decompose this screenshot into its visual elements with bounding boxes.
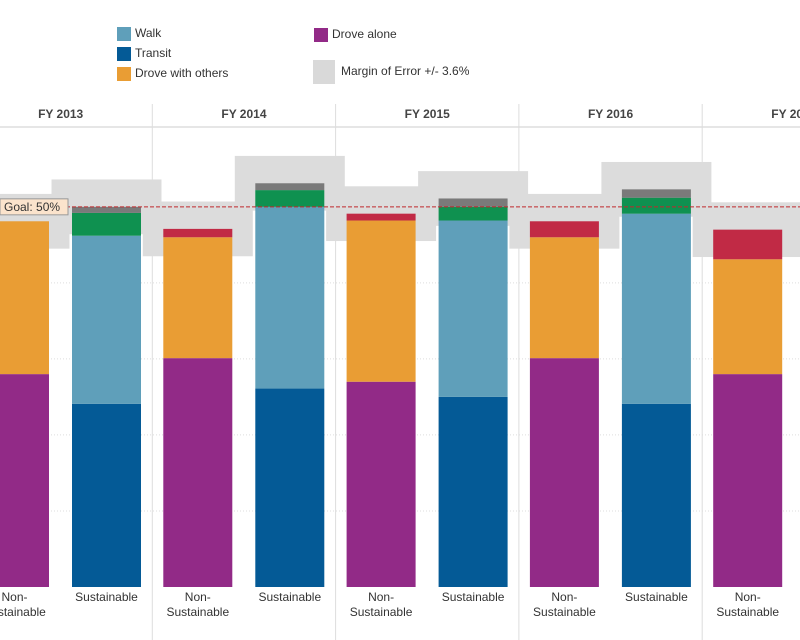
x-tick-label: Sustainable xyxy=(442,590,505,604)
panel-header: FY 2017 xyxy=(771,107,800,121)
x-tick-label-line: Non- xyxy=(735,590,761,604)
bar-segment xyxy=(346,381,416,587)
bar-segment xyxy=(72,403,141,587)
bar-segment xyxy=(163,237,233,359)
goal-label-box xyxy=(0,198,69,216)
x-tick-label: Non-Sustainable xyxy=(716,590,779,619)
legend-label: Margin of Error +/- 3.6% xyxy=(341,64,470,78)
legend-label: Transit xyxy=(135,46,172,60)
legend-label: Drove with others xyxy=(135,66,228,80)
x-tick-label-line: Sustainable xyxy=(0,605,46,619)
bar-segment xyxy=(621,213,691,404)
x-tick-label: Sustainable xyxy=(625,590,688,604)
bar-segment xyxy=(0,221,49,375)
legend-swatch xyxy=(313,60,335,84)
bar-segment xyxy=(438,396,508,587)
bar-segment xyxy=(621,197,691,214)
bar-segment xyxy=(72,212,141,236)
panel-header: FY 2014 xyxy=(221,107,266,121)
bar-segment xyxy=(163,358,233,587)
x-tick-label: Non-Sustainable xyxy=(0,590,46,619)
bar-segment xyxy=(72,206,141,213)
bar-segment xyxy=(438,198,508,207)
bar-segment xyxy=(438,220,508,397)
bar-segment xyxy=(529,221,599,238)
bar-segment xyxy=(346,213,416,221)
bar-segment xyxy=(713,259,783,375)
x-tick-label-line: Non- xyxy=(368,590,394,604)
legend-swatch xyxy=(117,67,131,81)
x-tick-label-line: Sustainable xyxy=(258,590,321,604)
panel-header: FY 2013 xyxy=(38,107,83,121)
bar-segment xyxy=(621,403,691,587)
goal-label: Goal: 50% xyxy=(4,200,60,214)
bar-segment xyxy=(255,183,325,191)
bar-segment xyxy=(255,190,325,207)
x-tick-label-line: Sustainable xyxy=(442,590,505,604)
x-tick-label-line: Non- xyxy=(1,590,27,604)
bar-segment xyxy=(529,358,599,587)
panel-header: FY 2016 xyxy=(588,107,633,121)
legend-label: Drove alone xyxy=(332,27,397,41)
legend-swatch xyxy=(117,47,131,61)
x-tick-label-line: Sustainable xyxy=(75,590,138,604)
legend-swatch xyxy=(314,28,328,42)
bar-segment xyxy=(529,237,599,359)
x-tick-label-line: Non- xyxy=(551,590,577,604)
bar-segment xyxy=(346,220,416,382)
legend-label: Walk xyxy=(135,26,162,40)
x-tick-label: Non-Sustainable xyxy=(533,590,596,619)
bar-segment xyxy=(621,189,691,198)
x-tick-label-line: Sustainable xyxy=(533,605,596,619)
bar-segment xyxy=(713,374,783,587)
bar-segment xyxy=(255,388,325,587)
x-tick-label-line: Sustainable xyxy=(350,605,413,619)
x-tick-label-line: Sustainable xyxy=(716,605,779,619)
x-tick-label-line: Non- xyxy=(185,590,211,604)
bar-segment xyxy=(255,206,325,389)
bar-segment xyxy=(0,374,49,587)
x-tick-label: Sustainable xyxy=(258,590,321,604)
x-tick-label: Sustainable xyxy=(75,590,138,604)
bar-segment xyxy=(713,229,783,260)
x-tick-label: Non-Sustainable xyxy=(166,590,229,619)
legend-swatch xyxy=(117,27,131,41)
x-tick-label: Non-Sustainable xyxy=(350,590,413,619)
bar-segment xyxy=(438,206,508,221)
x-tick-label-line: Sustainable xyxy=(166,605,229,619)
x-tick-label-line: Sustainable xyxy=(625,590,688,604)
bar-segment xyxy=(72,235,141,404)
bar-segment xyxy=(163,228,233,238)
panel-header: FY 2015 xyxy=(405,107,450,121)
